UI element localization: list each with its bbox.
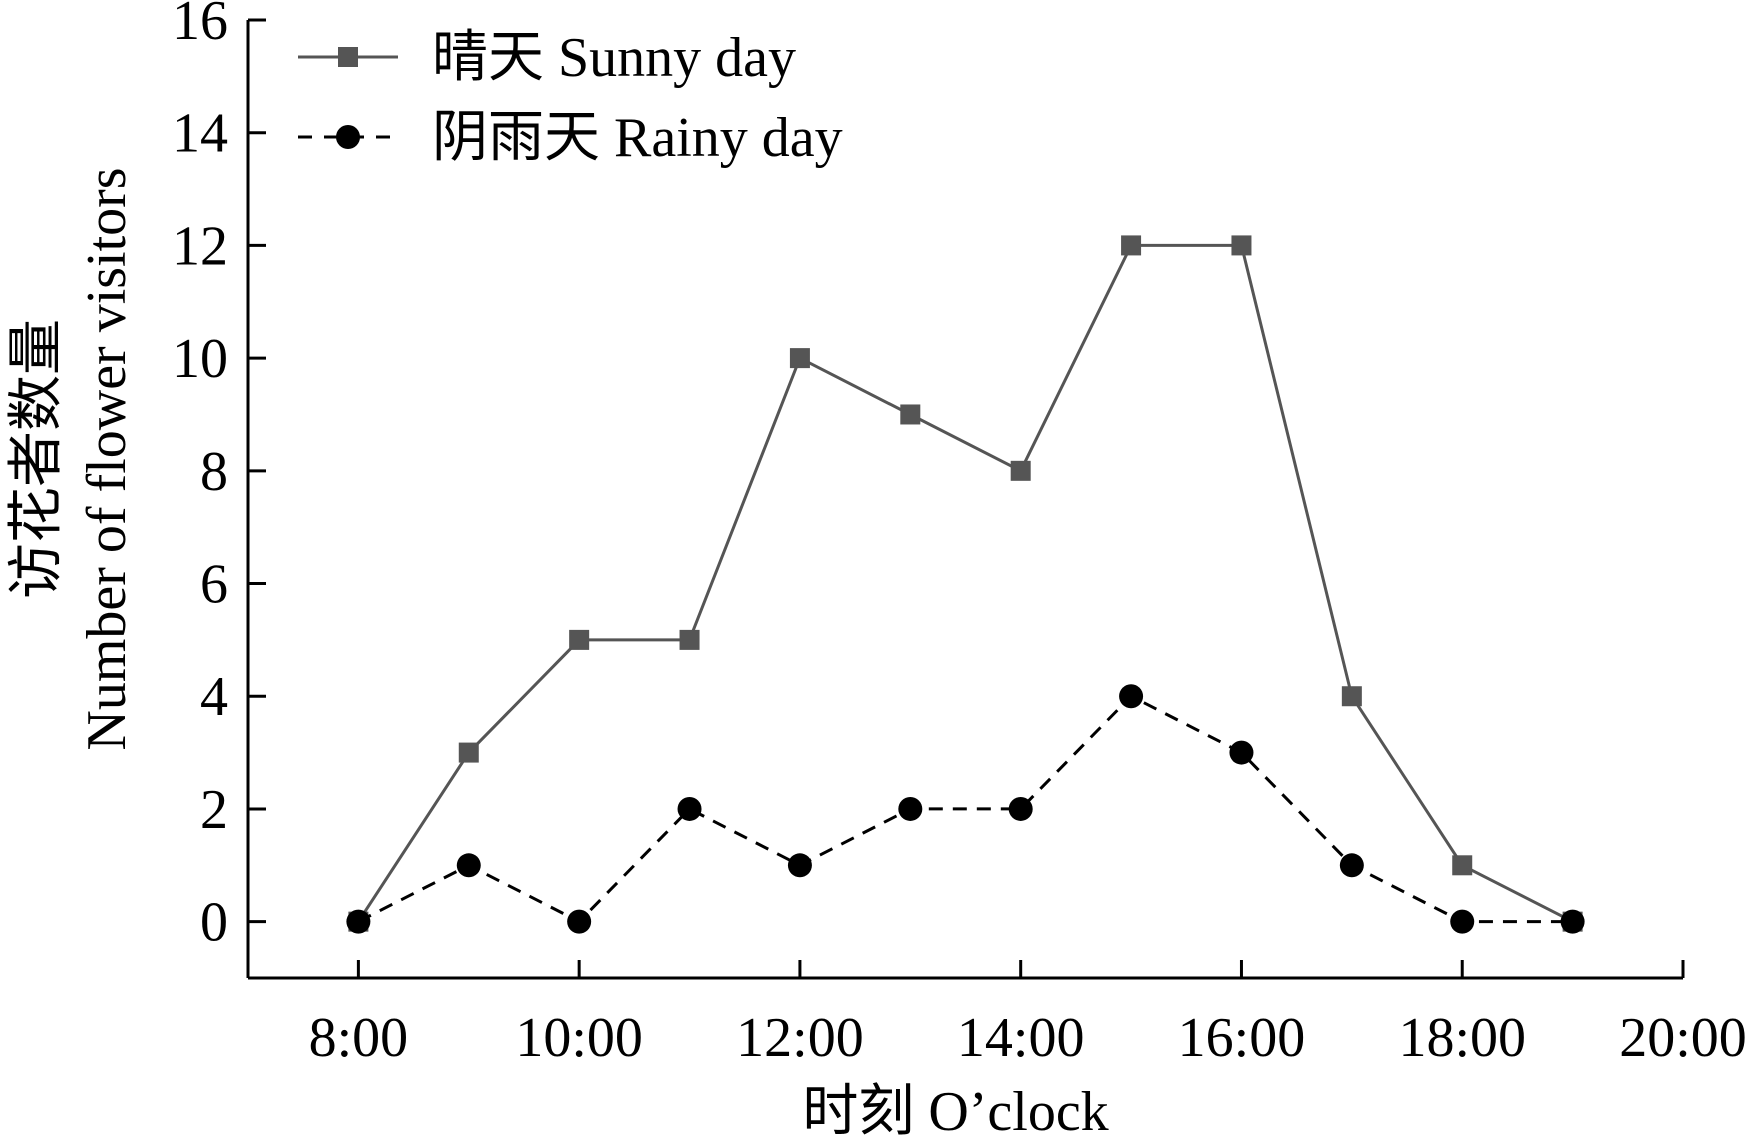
y-tick-label: 16 bbox=[172, 0, 228, 52]
y-axis-title-cn: 访花者数量 bbox=[6, 319, 68, 599]
data-point-sunny bbox=[789, 348, 810, 369]
series-line-rainy bbox=[357, 694, 1573, 924]
legend-marker-rainy bbox=[336, 125, 360, 149]
x-tick-label: 14:00 bbox=[957, 1007, 1085, 1069]
data-point-rainy bbox=[346, 909, 371, 934]
series-layer bbox=[346, 235, 1585, 934]
data-point-rainy bbox=[456, 853, 481, 878]
legend: 晴天 Sunny day 阴雨天 Rainy day bbox=[298, 27, 843, 169]
data-point-rainy bbox=[787, 853, 812, 878]
x-tick-label: 18:00 bbox=[1398, 1007, 1526, 1069]
y-axis-ticks: 0 2 4 6 8 10 12 14 16 bbox=[172, 0, 266, 954]
data-point-rainy bbox=[1119, 684, 1144, 709]
data-point-rainy bbox=[1339, 853, 1364, 878]
y-tick-label: 4 bbox=[200, 666, 228, 728]
legend-marker-sunny bbox=[338, 47, 358, 67]
data-point-sunny bbox=[1341, 686, 1362, 707]
data-point-rainy bbox=[1008, 796, 1033, 821]
legend-label-rainy: 阴雨天 Rainy day bbox=[432, 107, 843, 169]
data-point-rainy bbox=[677, 796, 702, 821]
y-axis-title: 访花者数量 Number of flower visitors bbox=[6, 167, 138, 750]
data-point-rainy bbox=[1560, 909, 1585, 934]
y-tick-label: 10 bbox=[172, 328, 228, 390]
y-tick-label: 2 bbox=[200, 779, 228, 841]
axes bbox=[246, 20, 1683, 980]
x-tick-label: 20:00 bbox=[1619, 1007, 1747, 1069]
x-tick-label: 12:00 bbox=[736, 1007, 864, 1069]
data-point-rainy bbox=[898, 796, 923, 821]
x-tick-label: 8:00 bbox=[309, 1007, 409, 1069]
y-axis-title-en: Number of flower visitors bbox=[76, 167, 138, 750]
data-point-sunny bbox=[1452, 855, 1473, 876]
x-tick-label: 16:00 bbox=[1178, 1007, 1306, 1069]
data-point-sunny bbox=[458, 742, 479, 763]
legend-label-sunny: 晴天 Sunny day bbox=[432, 27, 796, 89]
series-line-sunny bbox=[357, 243, 1574, 923]
x-axis-title: 时刻 O’clock bbox=[802, 1081, 1108, 1143]
data-point-sunny bbox=[1010, 460, 1031, 481]
y-tick-label: 6 bbox=[200, 554, 228, 616]
y-tick-label: 14 bbox=[172, 103, 228, 165]
data-point-rainy bbox=[567, 909, 592, 934]
data-point-sunny bbox=[569, 629, 590, 650]
y-tick-label: 0 bbox=[200, 892, 228, 954]
data-point-sunny bbox=[1121, 235, 1142, 256]
y-tick-label: 12 bbox=[172, 215, 228, 277]
x-axis-ticks: 8:00 10:00 12:00 14:00 16:00 18:00 20:00 bbox=[309, 960, 1747, 1069]
data-point-rainy bbox=[1229, 740, 1254, 765]
data-point-sunny bbox=[679, 629, 700, 650]
data-point-rainy bbox=[1450, 909, 1475, 934]
data-point-sunny bbox=[1231, 235, 1252, 256]
x-tick-label: 10:00 bbox=[515, 1007, 643, 1069]
y-tick-label: 8 bbox=[200, 441, 228, 503]
data-point-sunny bbox=[900, 404, 921, 425]
